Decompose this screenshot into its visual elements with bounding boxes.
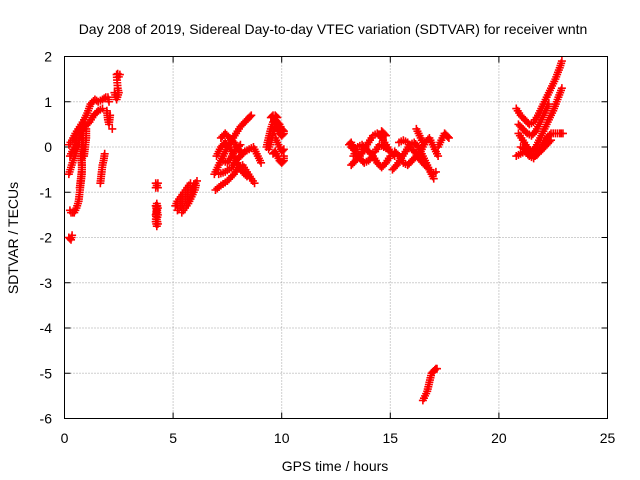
data-point	[151, 210, 160, 219]
data-point	[242, 172, 251, 181]
x-tick-label: 25	[600, 430, 616, 446]
data-point	[273, 113, 282, 122]
y-tick-label: -6	[40, 411, 53, 427]
x-tick-label: 0	[61, 430, 69, 446]
data-point	[272, 112, 281, 121]
data-point	[434, 152, 443, 161]
x-tick-label: 15	[383, 430, 399, 446]
data-point	[257, 158, 266, 167]
data-point	[418, 138, 427, 147]
y-axis-label: SDTVAR / TECUs	[5, 182, 21, 294]
data-point	[108, 124, 117, 133]
data-point	[386, 152, 395, 161]
axis-ticks: 0 5 10 15 20 25 -6 -5 -4 -3 -2 -1 0 1 2	[40, 49, 616, 447]
data-point	[153, 179, 162, 188]
x-tick-label: 5	[169, 430, 177, 446]
y-tick-label: -5	[40, 365, 53, 381]
data-point	[547, 136, 556, 145]
data-point	[234, 142, 243, 151]
data-point	[236, 140, 245, 149]
data-point	[558, 129, 567, 138]
y-tick-label: -2	[40, 230, 53, 246]
data-point	[278, 146, 287, 155]
chart-title: Day 208 of 2019, Sidereal Day-to-day VTE…	[79, 21, 588, 37]
y-tick-label: -4	[40, 320, 53, 336]
data-point	[68, 231, 77, 240]
data-point	[100, 94, 109, 103]
data-point	[279, 129, 288, 138]
data-point	[279, 145, 288, 154]
data-point	[192, 176, 201, 185]
data-point	[557, 84, 566, 93]
data-point	[544, 100, 553, 109]
grid-lines	[64, 56, 608, 419]
data-point	[98, 104, 107, 113]
data-point	[75, 183, 84, 192]
y-tick-label: -1	[40, 184, 53, 200]
data-point	[80, 152, 89, 161]
data-point	[545, 137, 554, 146]
data-point	[114, 72, 123, 81]
data-point	[380, 130, 389, 139]
data-point	[191, 181, 200, 190]
y-tick-label: 1	[44, 94, 52, 110]
data-point	[279, 152, 288, 161]
x-tick-label: 10	[274, 430, 290, 446]
data-point	[241, 170, 250, 179]
data-point	[106, 111, 115, 120]
data-point	[238, 149, 247, 158]
x-axis-label: GPS time / hours	[282, 458, 389, 474]
data-point	[429, 174, 438, 183]
y-tick-label: -3	[40, 275, 53, 291]
data-points	[64, 57, 567, 405]
x-tick-label: 20	[491, 430, 507, 446]
data-point	[105, 97, 114, 106]
data-point	[381, 131, 390, 140]
data-point	[278, 130, 287, 139]
data-point	[65, 206, 74, 215]
data-point	[247, 111, 256, 120]
data-point	[250, 179, 259, 188]
data-point	[100, 149, 109, 158]
data-point	[351, 145, 360, 154]
data-point	[557, 57, 566, 66]
y-tick-label: 2	[44, 49, 52, 65]
data-point	[432, 364, 441, 373]
y-tick-label: 0	[44, 139, 52, 155]
data-point	[443, 132, 452, 141]
data-point	[444, 133, 453, 142]
data-point	[350, 144, 359, 153]
data-point	[246, 112, 255, 121]
data-point	[384, 145, 393, 154]
data-point	[545, 130, 554, 139]
